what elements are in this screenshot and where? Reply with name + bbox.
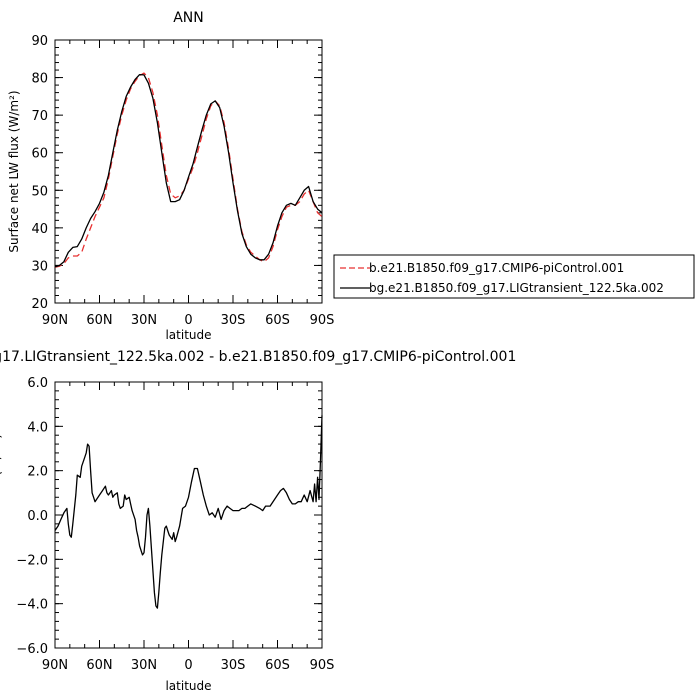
y-tick-label: −6.0 [16, 642, 48, 657]
legend: b.e21.B1850.f09_g17.CMIP6-piControl.001b… [333, 254, 695, 299]
y-tick-label: 4.0 [27, 420, 48, 435]
x-tick-label: 60S [265, 313, 290, 328]
y-tick-label: 0.0 [27, 509, 48, 524]
series-line-0 [54, 72, 323, 268]
legend-label-0: b.e21.B1850.f09_g17.CMIP6-piControl.001 [369, 261, 624, 275]
x-tick-label: 90S [310, 658, 335, 673]
top-panel: 90N 60N 30N 0 30S 60S 90S 20 30 40 50 60 70 80 90 ANN la… [7, 10, 695, 342]
y-tick-label: 6.0 [27, 376, 48, 391]
y-tick-label: 90 [31, 34, 48, 49]
series-line-0 [54, 415, 323, 609]
y-tick-label: 40 [31, 222, 48, 237]
x-tick-label: 90N [42, 658, 68, 673]
plot-frame [54, 381, 323, 649]
y-axis-label: Surface net LW flux (W/m²) [7, 90, 21, 252]
y-tick-label: 70 [31, 109, 48, 124]
bottom-panel: 90N 60N 30N 0 30S 60S 90S −6.0 −4.0 −2.0 0.0 2.0 4.0… [0, 349, 516, 693]
plot-frame [54, 39, 323, 304]
y-tick-label: −4.0 [16, 598, 48, 613]
y-axis-label: Surface net LW flux (W/m²) [0, 434, 3, 596]
legend-box [333, 254, 695, 299]
legend-label-1: bg.e21.B1850.f09_g17.LIGtransient_122.5k… [369, 281, 664, 295]
x-tick-label: 90N [42, 313, 68, 328]
x-tick-label: 30S [221, 658, 246, 673]
y-tick-label: 20 [31, 297, 48, 312]
x-tick-label: 30S [221, 313, 246, 328]
x-tick-label: 60S [265, 658, 290, 673]
x-tick-label: 60N [86, 658, 112, 673]
x-tick-label: 0 [184, 658, 192, 673]
x-tick-label: 30N [131, 313, 157, 328]
chart-title: ANN [173, 10, 204, 26]
x-tick-label: 30N [131, 658, 157, 673]
x-axis-label: latitude [165, 328, 211, 342]
y-tick-label: 30 [31, 259, 48, 274]
x-axis-label: latitude [165, 679, 211, 693]
y-tick-label: 2.0 [27, 465, 48, 480]
chart-title: bg.e21.B1850.f09_g17.LIGtransient_122.5k… [0, 349, 516, 365]
y-tick-label: 80 [31, 72, 48, 87]
x-tick-label: 90S [310, 313, 335, 328]
series-line-1 [54, 73, 323, 268]
y-tick-label: 60 [31, 147, 48, 162]
x-tick-label: 60N [86, 313, 112, 328]
x-tick-label: 0 [184, 313, 192, 328]
y-tick-label: 50 [31, 184, 48, 199]
y-tick-label: −2.0 [16, 553, 48, 568]
